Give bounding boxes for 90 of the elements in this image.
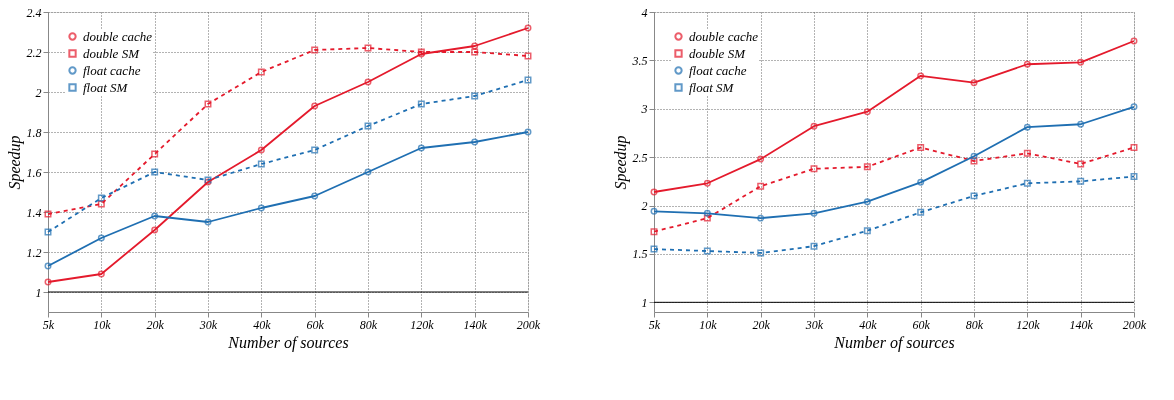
point (1023, 179, 1031, 187)
x-tick-label: 140k (463, 317, 488, 332)
point (97, 194, 105, 202)
x-tick-label: 5k (42, 317, 55, 332)
point (471, 92, 479, 100)
point (44, 210, 52, 218)
y-tick-label: 2 (641, 199, 648, 214)
point (364, 122, 372, 130)
legend-label: float cache (83, 62, 141, 78)
x-tick-label: 10k (699, 317, 718, 332)
x-tick-label: 120k (1016, 317, 1041, 332)
point (1130, 143, 1138, 151)
point (970, 157, 978, 165)
legend-label: double SM (83, 45, 141, 61)
legend-label: float SM (689, 79, 735, 95)
x-tick-label: 20k (752, 317, 771, 332)
x-tick-label: 80k (965, 317, 984, 332)
y-axis-title: Speedup (611, 135, 630, 190)
y-tick-label: 1.6 (26, 165, 42, 180)
x-tick-label: 60k (306, 317, 325, 332)
x-tick-label: 40k (859, 317, 878, 332)
point (703, 214, 711, 222)
point (863, 227, 871, 235)
y-tick-label: 1 (35, 285, 42, 300)
y-axis-title: Speedup (5, 135, 24, 190)
x-tick-label: 40k (253, 317, 272, 332)
y-tick-label: 1.8 (26, 125, 42, 140)
point (311, 146, 319, 154)
x-tick-label: 30k (804, 317, 824, 332)
point (757, 249, 765, 257)
y-tick-label: 2.5 (632, 150, 648, 165)
point (703, 179, 711, 187)
point (1077, 160, 1085, 168)
point (703, 209, 711, 217)
point (417, 100, 425, 108)
point (917, 208, 925, 216)
point (257, 68, 265, 76)
point (810, 242, 818, 250)
y-tick-label: 1 (641, 295, 648, 310)
x-tick-label: 120k (410, 317, 435, 332)
x-axis-title: Number of sources (227, 333, 349, 352)
x-tick-label: 30k (198, 317, 218, 332)
point (917, 143, 925, 151)
y-tick-label: 1.4 (26, 205, 42, 220)
x-tick-label: 60k (912, 317, 931, 332)
x-tick-label: 5k (648, 317, 661, 332)
y-tick-label: 1.2 (26, 245, 42, 260)
point (1130, 173, 1138, 180)
y-tick-label: 4 (641, 5, 648, 20)
legend-label: double SM (689, 45, 747, 61)
x-tick-label: 200k (516, 317, 541, 332)
point (863, 108, 871, 116)
point (257, 160, 265, 168)
y-tick-label: 1.5 (632, 247, 648, 262)
x-tick-label: 140k (1069, 317, 1094, 332)
point (863, 163, 871, 171)
point (703, 247, 711, 255)
legend-label: float SM (83, 79, 129, 95)
point (1077, 177, 1085, 185)
y-tick-label: 3.5 (631, 53, 648, 68)
point (204, 100, 212, 108)
y-tick-label: 2.2 (26, 45, 42, 60)
point (810, 165, 818, 173)
x-tick-label: 10k (93, 317, 112, 332)
y-tick-label: 3 (640, 102, 648, 117)
y-tick-label: 2.4 (26, 5, 42, 20)
point (524, 52, 532, 60)
legend-label: double cache (83, 28, 153, 44)
point (1077, 58, 1085, 66)
point (863, 198, 871, 206)
x-tick-label: 200k (1122, 317, 1147, 332)
y-tick-label: 2 (35, 85, 42, 100)
point (311, 46, 319, 54)
point (44, 228, 52, 236)
point (970, 192, 978, 200)
point (1023, 149, 1031, 157)
point (364, 44, 372, 52)
point (471, 48, 479, 56)
x-axis-title: Number of sources (833, 333, 955, 352)
point (650, 228, 658, 236)
legend-label: double cache (689, 28, 759, 44)
point (151, 150, 159, 158)
x-tick-label: 20k (146, 317, 165, 332)
point (524, 76, 532, 84)
legend-label: float cache (689, 62, 747, 78)
point (151, 168, 159, 176)
point (757, 182, 765, 190)
point (97, 200, 105, 208)
x-tick-label: 80k (359, 317, 378, 332)
point (650, 245, 658, 253)
